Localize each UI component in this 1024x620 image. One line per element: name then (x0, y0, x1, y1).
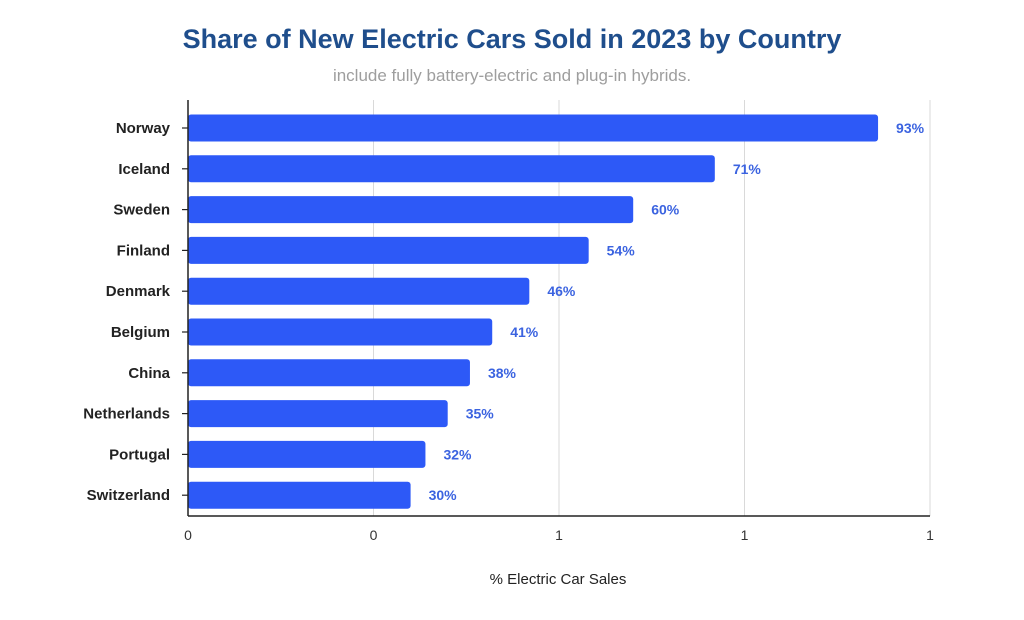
chart-subtitle: include fully battery-electric and plug-… (332, 66, 692, 85)
category-label: Finland (117, 242, 170, 259)
category-label: Iceland (118, 161, 170, 178)
data-label: 54% (607, 242, 636, 258)
category-label: Belgium (111, 324, 170, 341)
x-tick-label: 0 (370, 527, 378, 543)
category-label: Sweden (113, 202, 170, 219)
bar (188, 155, 715, 183)
x-axis-title: % Electric Car Sales (490, 571, 627, 588)
bar (188, 236, 589, 264)
data-label: 93% (896, 120, 925, 136)
bar (188, 400, 448, 428)
bar (188, 277, 530, 305)
x-tick-label: 1 (555, 527, 563, 543)
category-label: China (128, 365, 170, 382)
data-label: 35% (466, 406, 495, 422)
bar (188, 318, 493, 346)
x-tick-label: 1 (926, 527, 934, 543)
data-label: 32% (443, 446, 472, 462)
bar (188, 481, 411, 509)
data-label: 60% (651, 202, 680, 218)
bars (188, 114, 879, 509)
category-label: Netherlands (83, 406, 170, 423)
bar (188, 114, 879, 142)
x-tick-label: 0 (184, 527, 192, 543)
category-label: Denmark (106, 283, 171, 300)
labels: 0 0 1 1 1 Norway 93% Iceland 71% Sweden 60% Finland… (83, 120, 934, 543)
bar (188, 196, 634, 224)
category-label: Portugal (109, 446, 170, 463)
bar (188, 359, 470, 387)
x-tick-label: 1 (741, 527, 749, 543)
chart-title: Share of New Electric Cars Sold in 2023 … (182, 24, 842, 54)
data-label: 30% (429, 487, 458, 503)
category-label: Norway (116, 120, 171, 137)
axes (182, 100, 930, 517)
data-label: 38% (488, 365, 517, 381)
category-label: Switzerland (87, 487, 170, 504)
bar (188, 440, 426, 468)
data-label: 46% (547, 283, 576, 299)
data-label: 71% (733, 161, 762, 177)
data-label: 41% (510, 324, 539, 340)
